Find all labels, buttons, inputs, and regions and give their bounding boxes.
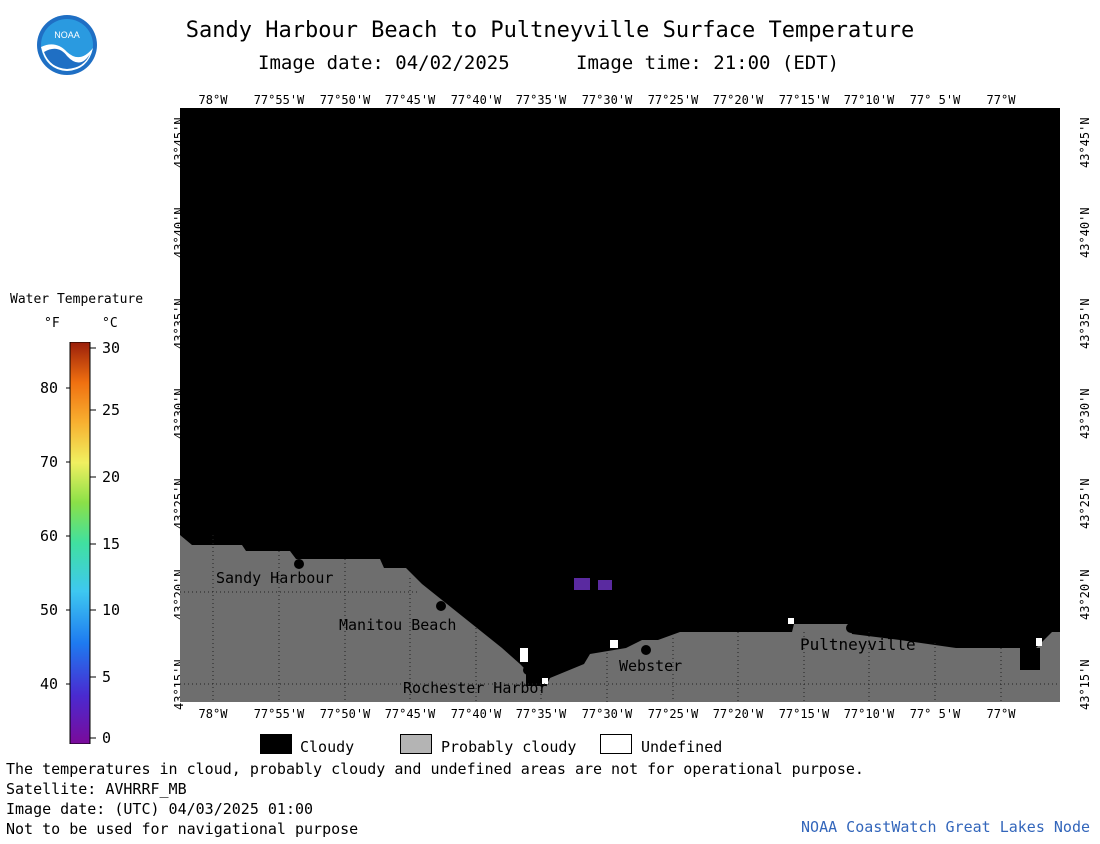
key-swatch-undefined [600,734,632,754]
lon-label-top: 77°20'W [712,93,764,107]
key-label-undefined: Undefined [641,738,723,756]
place-marker-sandy-harbour [294,559,304,569]
place-label: Webster [619,657,683,675]
lat-label-right: 43°40'N [1078,207,1092,258]
lon-label-top: 78°W [198,93,228,107]
legend-unit-f: °F [44,316,60,331]
lon-label-bottom: 77°50'W [319,707,371,721]
place-marker-manitou-beach [436,601,446,611]
credit-link[interactable]: NOAA CoastWatch Great Lakes Node [801,818,1090,836]
colorbar-tick-f: 50 [40,601,59,619]
place-label: Manitou Beach [339,616,457,634]
temperature-colorbar [66,342,96,744]
lon-label-top: 77°30'W [581,93,633,107]
lon-label-bottom: 77°15'W [778,707,830,721]
footer-satellite: Satellite: AVHRRF_MB [6,780,187,798]
lon-label-top: 77°W [986,93,1016,107]
lon-label-bottom: 77°10'W [843,707,895,721]
lon-label-bottom: 77°30'W [581,707,633,721]
colorbar-tick-f: 80 [40,379,59,397]
place-label: Rochester Harbor [403,679,548,697]
lat-label-right: 43°25'N [1078,478,1092,529]
place-marker-pultneyville [846,623,856,633]
colorbar-tick-c: 0 [102,729,112,747]
footer-utc-date: Image date: (UTC) 04/03/2025 01:00 [6,800,314,818]
lat-label-right: 43°30'N [1078,388,1092,439]
key-label-probably-cloudy: Probably cloudy [441,738,577,756]
lon-label-top: 77°25'W [647,93,699,107]
chart-title: Sandy Harbour Beach to Pultneyville Surf… [185,18,915,43]
lon-label-top: 77°40'W [450,93,502,107]
key-swatch-cloudy [260,734,292,754]
place-marker-webster [641,645,651,655]
lon-label-top: 77°15'W [778,93,830,107]
colorbar-tick-f: 60 [40,527,59,545]
image-time: Image time: 21:00 (EDT) [576,52,840,74]
lon-label-bottom: 78°W [198,707,228,721]
map-area[interactable] [180,108,1060,702]
colorbar-tick-c: 10 [102,601,121,619]
water-pixel [598,580,612,590]
land-area [180,535,1060,702]
image-date: Image date: 04/02/2025 [258,52,510,74]
colorbar-tick-c: 30 [102,339,121,357]
colorbar-tick-c: 25 [102,401,121,419]
colorbar-tick-f: 40 [40,675,59,693]
footer-nav-warning: Not to be used for navigational purpose [6,820,359,838]
noaa-logo-icon: NOAA [37,15,97,75]
lon-label-top: 77°55'W [253,93,305,107]
colorbar-tick-c: 15 [102,535,121,553]
lon-label-bottom: 77°35'W [515,707,567,721]
lon-label-bottom: 77° 5'W [909,707,961,721]
lon-label-bottom: 77°55'W [253,707,305,721]
colorbar-tick-f: 70 [40,453,59,471]
lon-label-top: 77°45'W [384,93,436,107]
lon-label-bottom: 77°45'W [384,707,436,721]
lon-label-bottom: 77°20'W [712,707,764,721]
place-marker-rochester-harbor [523,665,533,675]
colorbar-tick-c: 5 [102,668,112,686]
legend-title: Water Temperature [10,292,144,307]
lon-label-top: 77°35'W [515,93,567,107]
lon-label-bottom: 77°25'W [647,707,699,721]
graticule [180,535,1060,702]
footer-note: The temperatures in cloud, probably clou… [6,760,864,778]
lon-label-top: 77°50'W [319,93,371,107]
legend-unit-c: °C [102,316,118,331]
key-label-cloudy: Cloudy [300,738,355,756]
lon-label-top: 77° 5'W [909,93,961,107]
place-label: Pultneyville [800,635,916,654]
lat-label-right: 43°45'N [1078,117,1092,168]
colorbar-tick-c: 20 [102,468,121,486]
lat-label-right: 43°20'N [1078,569,1092,620]
lon-label-bottom: 77°40'W [450,707,502,721]
lon-label-bottom: 77°W [986,707,1016,721]
lat-label-right: 43°15'N [1078,659,1092,710]
lon-label-top: 77°10'W [843,93,895,107]
logo-text: NOAA [54,30,80,40]
water-pixel [574,578,590,590]
lat-label-right: 43°35'N [1078,298,1092,349]
key-swatch-probably-cloudy [400,734,432,754]
place-label: Sandy Harbour [216,569,334,587]
